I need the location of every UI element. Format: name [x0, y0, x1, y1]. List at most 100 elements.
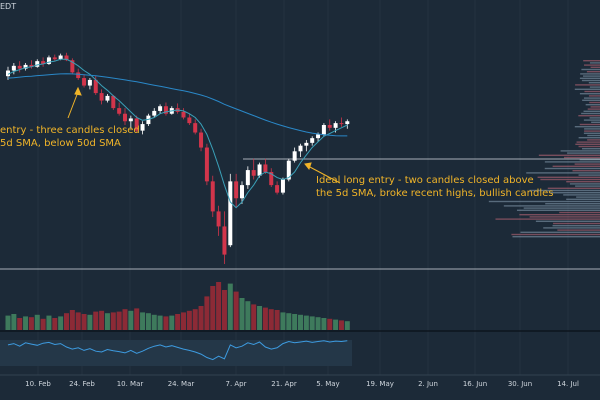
candle-body: [163, 106, 168, 114]
profile-bar: [557, 229, 600, 231]
candle-body: [275, 185, 280, 193]
profile-bar: [579, 159, 600, 161]
profile-bar: [544, 167, 600, 170]
candle-body: [41, 61, 46, 64]
profile-bar: [529, 189, 600, 192]
profile-bar: [581, 112, 600, 115]
volume-bar: [175, 314, 181, 330]
profile-bar: [526, 172, 600, 174]
x-tick-label: 5. May: [316, 380, 339, 388]
volume-bar: [169, 315, 175, 330]
profile-bar: [519, 214, 600, 216]
profile-bar: [547, 187, 600, 189]
profile-bar: [516, 209, 600, 211]
candle-body: [187, 117, 192, 124]
candle-body: [269, 171, 274, 186]
volume-bar: [110, 312, 116, 330]
profile-bar: [582, 148, 600, 150]
volume-bar: [28, 317, 34, 330]
profile-bar: [512, 236, 600, 238]
profile-bar: [537, 176, 600, 178]
profile-bar: [590, 66, 600, 68]
volume-bars: [5, 282, 350, 330]
annotation-long-entry: Ideal long entry - two candles closed ab…: [316, 175, 554, 199]
candle-body: [263, 164, 268, 172]
candle-body: [76, 72, 81, 79]
candle-body: [35, 61, 40, 67]
profile-bar: [574, 126, 600, 128]
timezone-label: EDT: [0, 2, 17, 11]
volume-bar: [280, 312, 286, 330]
candle-body: [240, 185, 244, 199]
x-tick-label: 7. Apr: [225, 380, 246, 388]
volume-bar: [192, 309, 198, 330]
profile-bar: [583, 60, 600, 62]
volume-bar: [286, 313, 292, 330]
profile-bar: [563, 156, 600, 159]
volume-bar: [5, 315, 11, 330]
profile-bar: [520, 231, 600, 233]
candle-body: [210, 181, 215, 212]
profile-bar: [575, 185, 600, 187]
candle-body: [111, 95, 116, 109]
volume-bar: [327, 318, 333, 330]
candle-body: [134, 118, 139, 131]
volume-bar: [93, 311, 99, 330]
candle-body: [304, 142, 309, 146]
volume-bar: [239, 298, 245, 330]
x-tick-label: 21. Apr: [271, 380, 297, 388]
volume-bar: [333, 319, 339, 330]
profile-bar: [540, 178, 600, 181]
profile-bar: [495, 218, 600, 220]
annotation-arrow-1: [67, 91, 79, 119]
volume-bar: [309, 316, 315, 330]
profile-bar: [545, 203, 600, 205]
profile-bar: [587, 139, 600, 141]
sma-5d-line: [7, 58, 348, 209]
volume-bar: [303, 315, 309, 330]
profile-bar: [589, 86, 600, 88]
volume-bar: [151, 314, 157, 330]
profile-bar: [584, 90, 600, 93]
candle-body: [216, 211, 221, 227]
x-tick-label: 24. Feb: [69, 380, 95, 388]
x-tick-label: 24. Mar: [168, 380, 195, 388]
volume-bar: [75, 312, 81, 330]
candle-body: [58, 55, 63, 60]
volume-bar: [338, 320, 344, 330]
candle-body: [117, 108, 122, 114]
volume-bar: [245, 301, 251, 330]
candle-body: [333, 123, 338, 128]
profile-bar: [589, 117, 600, 119]
volume-bar: [23, 316, 29, 330]
volume-bar: [298, 314, 303, 330]
profile-bar: [589, 62, 600, 64]
candle-body: [339, 123, 344, 125]
volume-bar: [198, 306, 204, 330]
candle-body: [123, 113, 127, 122]
profile-bar: [584, 128, 600, 130]
volume-bar: [181, 312, 186, 330]
profile-bar: [575, 84, 600, 86]
candle-body: [310, 138, 315, 143]
profile-bar: [589, 101, 600, 104]
profile-bar: [550, 192, 600, 194]
candle-body: [257, 164, 262, 176]
sma-50d-line: [7, 73, 348, 137]
volume-bar: [292, 314, 298, 330]
profile-bar: [523, 207, 600, 209]
candle-body: [140, 124, 145, 131]
volume-bar: [104, 313, 110, 330]
candle-body: [181, 111, 186, 118]
profile-bar: [560, 150, 600, 152]
x-tick-label: 10. Feb: [25, 380, 51, 388]
profile-bar: [579, 93, 600, 95]
x-tick-label: 14. Jul: [557, 380, 579, 388]
x-tick-label: 30. Jun: [508, 380, 532, 388]
annotation-arrowhead-2: [304, 162, 312, 171]
profile-bar: [591, 121, 600, 123]
profile-bar: [584, 64, 600, 66]
profile-bar: [553, 222, 600, 225]
profile-bar: [583, 75, 600, 77]
